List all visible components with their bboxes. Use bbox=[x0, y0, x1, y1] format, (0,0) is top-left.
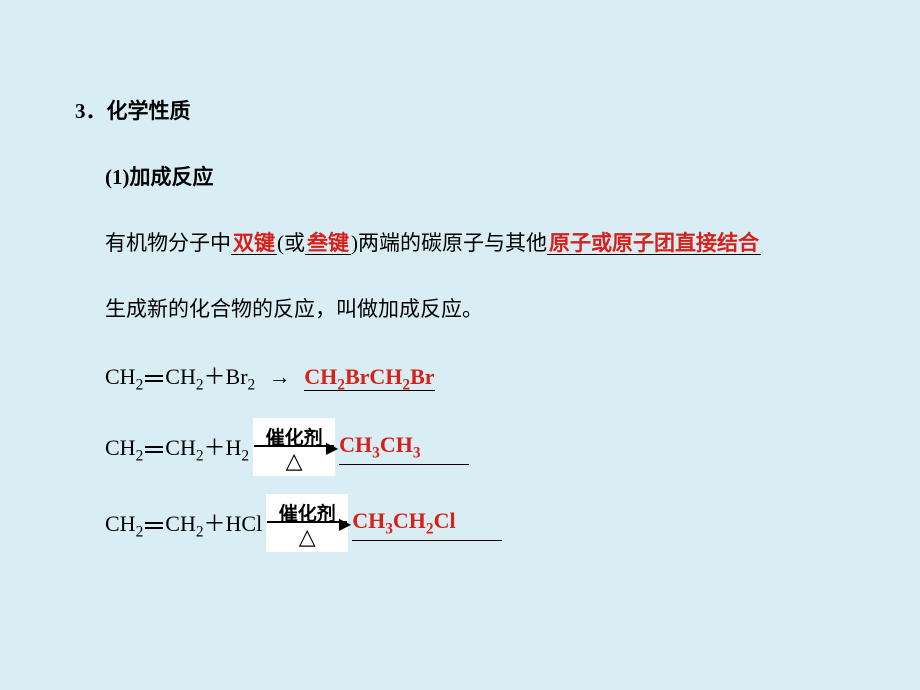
double-bond-icon bbox=[145, 445, 163, 455]
double-bond-icon bbox=[145, 521, 163, 531]
blank1-text: 双键 bbox=[233, 231, 275, 255]
product-3: CH3CH2Cl bbox=[352, 508, 455, 533]
reactant-1: CH2CH2＋Br2 bbox=[105, 364, 255, 389]
double-bond-icon bbox=[145, 374, 163, 384]
sub-title: 加成反应 bbox=[130, 165, 214, 189]
product-blank-2: CH3CH3 bbox=[339, 432, 469, 462]
blank-triple-bond: 叁键 bbox=[305, 233, 351, 255]
text-pre: 有机物分子中 bbox=[105, 231, 231, 255]
definition-line2: 生成新的化合物的反应，叫做加成反应。 bbox=[75, 293, 855, 323]
reaction-1: CH2CH2＋Br2 → CH2BrCH2Br bbox=[75, 359, 855, 394]
text-line2: 生成新的化合物的反应，叫做加成反应。 bbox=[105, 297, 483, 321]
section-number: 3． bbox=[75, 99, 107, 123]
blank2-text: 叁键 bbox=[307, 231, 349, 255]
sub-number: (1) bbox=[105, 165, 130, 189]
text-mid1: (或 bbox=[277, 231, 305, 255]
product-1: CH2BrCH2Br bbox=[304, 364, 434, 389]
product-blank-1: CH2BrCH2Br bbox=[304, 364, 434, 389]
blank-double-bond: 双键 bbox=[231, 233, 277, 255]
catalyst-arrow-box: 催化剂 ▶ △ bbox=[266, 494, 348, 552]
product-blank-3: CH3CH2Cl bbox=[352, 508, 502, 538]
blank-atoms-group: 原子或原子团直接结合 bbox=[547, 233, 761, 255]
subsection-heading: (1)加成反应 bbox=[75, 161, 855, 191]
reaction-2: CH2CH2＋H2 催化剂 ▶ △ CH3CH3 bbox=[75, 418, 855, 476]
heat-icon: △ bbox=[286, 450, 303, 472]
arrow-icon: → bbox=[269, 364, 291, 390]
heat-icon: △ bbox=[299, 526, 316, 548]
text-mid2: )两端的碳原子与其他 bbox=[351, 231, 547, 255]
definition-line1: 有机物分子中双键(或叁键)两端的碳原子与其他原子或原子团直接结合 bbox=[75, 227, 855, 257]
content-region: 3．化学性质 (1)加成反应 有机物分子中双键(或叁键)两端的碳原子与其他原子或… bbox=[75, 95, 855, 588]
reactant-2: CH2CH2＋H2 bbox=[105, 430, 249, 465]
blank3-text: 原子或原子团直接结合 bbox=[549, 231, 759, 255]
section-heading: 3．化学性质 bbox=[75, 95, 855, 125]
catalyst-arrow-box: 催化剂 ▶ △ bbox=[253, 418, 335, 476]
reaction-3: CH2CH2＋HCl 催化剂 ▶ △ CH3CH2Cl bbox=[75, 494, 855, 552]
section-title: 化学性质 bbox=[107, 99, 191, 123]
reactant-3: CH2CH2＋HCl bbox=[105, 506, 262, 541]
product-2: CH3CH3 bbox=[339, 432, 420, 457]
